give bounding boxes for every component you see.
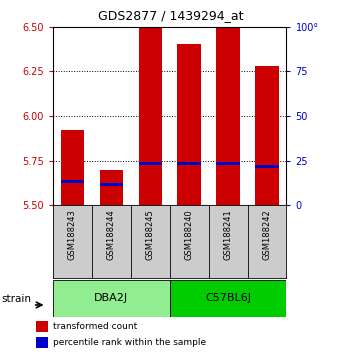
Text: GDS2877 / 1439294_at: GDS2877 / 1439294_at bbox=[98, 9, 243, 22]
Text: GSM188241: GSM188241 bbox=[224, 209, 233, 260]
Bar bbox=[61, 180, 84, 183]
Text: percentile rank within the sample: percentile rank within the sample bbox=[53, 338, 206, 347]
Text: C57BL6J: C57BL6J bbox=[205, 293, 251, 303]
Text: GSM188243: GSM188243 bbox=[68, 209, 77, 260]
Text: GSM188242: GSM188242 bbox=[263, 209, 271, 260]
Bar bbox=[177, 44, 201, 205]
Bar bbox=[61, 130, 84, 205]
Bar bbox=[177, 162, 201, 165]
Text: transformed count: transformed count bbox=[53, 322, 138, 331]
Bar bbox=[138, 27, 162, 205]
Bar bbox=[36, 321, 48, 332]
Bar bbox=[36, 337, 48, 348]
Text: GSM188244: GSM188244 bbox=[107, 209, 116, 260]
Text: strain: strain bbox=[2, 294, 32, 304]
Bar bbox=[100, 183, 123, 186]
Text: GSM188240: GSM188240 bbox=[184, 209, 194, 260]
Bar bbox=[100, 170, 123, 205]
Bar bbox=[255, 66, 279, 205]
Bar bbox=[170, 280, 286, 317]
Bar bbox=[53, 280, 170, 317]
Text: DBA2J: DBA2J bbox=[94, 293, 128, 303]
Text: GSM188245: GSM188245 bbox=[146, 209, 155, 260]
Bar bbox=[255, 165, 279, 168]
Bar bbox=[217, 162, 240, 165]
Bar bbox=[138, 162, 162, 165]
Bar bbox=[217, 27, 240, 205]
